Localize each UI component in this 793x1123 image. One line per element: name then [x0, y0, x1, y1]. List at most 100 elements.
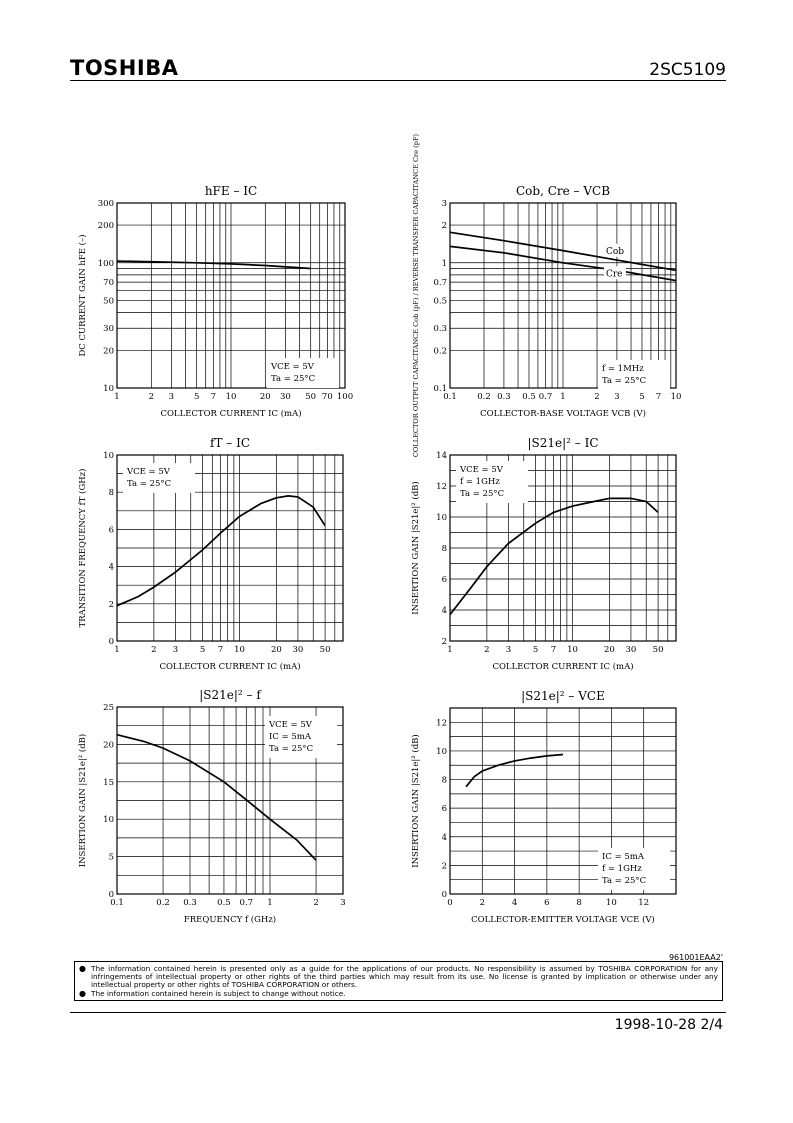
condition-text: VCE = 5V	[268, 720, 313, 730]
y-tick-label: 4	[442, 606, 447, 616]
conditions-bg	[123, 463, 195, 493]
y-tick-label: 30	[103, 324, 114, 334]
y-tick-label: 2	[442, 637, 447, 647]
x-tick-label: 0.2	[477, 392, 491, 402]
plot-frame	[116, 454, 344, 642]
y-tick-label: 2	[109, 600, 114, 610]
bullet-icon: ●	[79, 988, 86, 998]
chart-title: |S21e|² – IC	[527, 436, 598, 450]
y-tick-label: 20	[103, 346, 114, 356]
x-axis-label: COLLECTOR CURRENT IC (mA)	[492, 661, 633, 672]
x-tick-label: 50	[653, 645, 664, 655]
condition-text: Ta = 25°C	[602, 876, 646, 886]
x-tick-label: 3	[169, 392, 174, 402]
series-line	[465, 753, 564, 788]
y-tick-label: 4	[442, 833, 447, 843]
conditions-bg	[267, 358, 339, 388]
x-tick-label: 7	[551, 645, 556, 655]
x-tick-label: 3	[506, 645, 511, 655]
brand-logo: TOSHIBA	[70, 56, 179, 80]
condition-text: Ta = 25°C	[602, 376, 646, 386]
plot-frame	[449, 202, 677, 389]
x-tick-label: 4	[512, 898, 517, 908]
y-axis-label: INSERTION GAIN |S21e|² (dB)	[77, 734, 88, 867]
condition-text: Ta = 25°C	[460, 489, 504, 499]
plot-frame	[449, 454, 677, 642]
x-tick-label: 70	[322, 392, 333, 402]
x-tick-label: 2	[151, 645, 156, 655]
condition-text: VCE = 5V	[459, 465, 504, 475]
disclaimer-text: The information contained herein is pres…	[91, 964, 718, 990]
disclaimer-text: The information contained herein is subj…	[91, 988, 346, 998]
plot-frame	[449, 707, 677, 895]
x-tick-label: 0.2	[156, 898, 170, 908]
series-line	[449, 497, 659, 616]
chart-title: |S21e|² – VCE	[521, 689, 605, 703]
x-tick-label: 2	[480, 898, 485, 908]
chart-title: |S21e|² – f	[199, 688, 262, 702]
series-line	[116, 495, 326, 607]
x-tick-label: 10	[671, 392, 682, 402]
document-id: 961001EAA2'	[668, 953, 723, 962]
condition-text: f = 1GHz	[602, 864, 642, 874]
y-axis-label: INSERTION GAIN |S21e|² (dB)	[410, 481, 421, 614]
x-tick-label: 7	[211, 392, 216, 402]
x-tick-label: 6	[544, 898, 549, 908]
disclaimer-item: ● The information contained herein is sub…	[79, 988, 718, 998]
x-tick-label: 0.7	[539, 392, 553, 402]
y-tick-label: 0.7	[433, 278, 447, 288]
y-axis-label: COLLECTOR OUTPUT CAPACITANCE Cob (pF) / …	[412, 133, 420, 457]
plot-frame	[116, 202, 346, 389]
y-tick-label: 10	[436, 747, 447, 757]
y-tick-label: 2	[442, 221, 447, 231]
chart-title: fT – IC	[210, 436, 250, 450]
condition-text: Ta = 25°C	[269, 744, 313, 754]
plot-frame	[116, 706, 344, 895]
disclaimer-box: ● The information contained herein is pre…	[74, 961, 723, 1001]
y-tick-label: 10	[103, 451, 114, 461]
x-tick-label: 10	[606, 898, 617, 908]
y-tick-label: 4	[109, 563, 114, 573]
y-tick-label: 300	[98, 199, 114, 209]
series-line	[449, 231, 677, 272]
x-tick-label: 3	[614, 392, 619, 402]
y-axis-label: INSERTION GAIN |S21e|² (dB)	[410, 734, 421, 867]
y-tick-label: 8	[442, 776, 447, 786]
x-axis-label: COLLECTOR CURRENT IC (mA)	[159, 661, 300, 672]
part-number: 2SC5109	[649, 60, 726, 80]
x-tick-label: 2	[484, 645, 489, 655]
series-label: Cre	[606, 269, 623, 279]
y-tick-label: 6	[442, 575, 447, 585]
x-tick-label: 30	[280, 392, 291, 402]
conditions-bg	[598, 360, 670, 390]
condition-text: VCE = 5V	[270, 362, 315, 372]
x-tick-label: 3	[173, 645, 178, 655]
x-tick-label: 0.5	[522, 392, 536, 402]
x-tick-label: 5	[533, 645, 538, 655]
condition-text: Ta = 25°C	[271, 374, 315, 384]
x-tick-label: 5	[194, 392, 199, 402]
y-tick-label: 20	[103, 740, 114, 750]
y-tick-label: 0.2	[433, 346, 447, 356]
x-tick-label: 0.5	[217, 898, 231, 908]
chart-title: hFE – IC	[205, 184, 257, 198]
x-tick-label: 0.7	[240, 898, 254, 908]
series-line	[449, 245, 677, 282]
y-tick-label: 50	[103, 296, 114, 306]
x-tick-label: 10	[226, 392, 237, 402]
y-tick-label: 3	[442, 199, 447, 209]
y-tick-label: 200	[98, 221, 114, 231]
x-axis-label: COLLECTOR-EMITTER VOLTAGE VCE (V)	[471, 914, 655, 925]
chart-title: Cob, Cre – VCB	[516, 184, 610, 198]
x-axis-label: COLLECTOR CURRENT IC (mA)	[160, 408, 301, 419]
x-tick-label: 0.1	[110, 898, 124, 908]
x-tick-label: 7	[218, 645, 223, 655]
y-axis-label: DC CURRENT GAIN hFE (–)	[77, 234, 88, 356]
x-tick-label: 30	[626, 645, 637, 655]
x-tick-label: 100	[337, 392, 353, 402]
x-tick-label: 20	[260, 392, 271, 402]
y-tick-label: 0	[109, 637, 114, 647]
